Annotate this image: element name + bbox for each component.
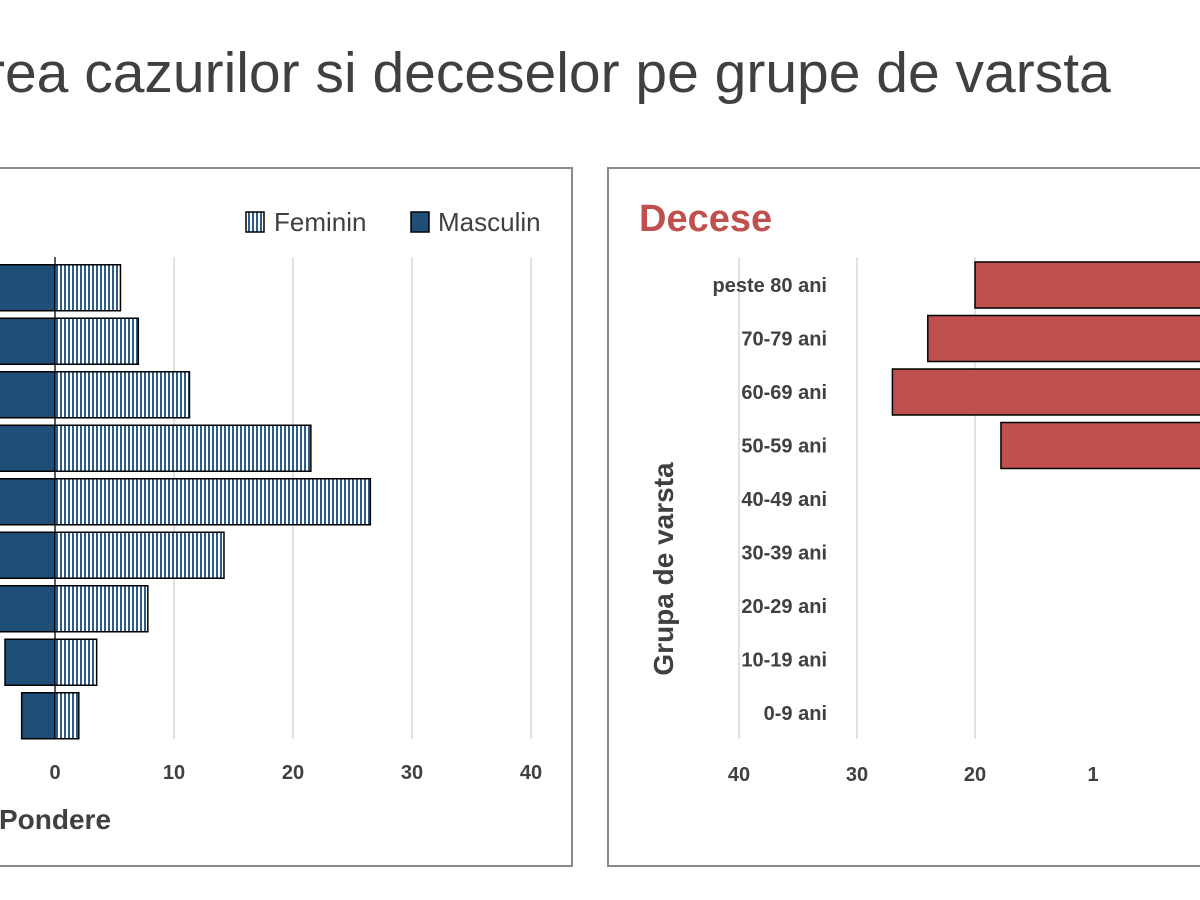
bar-feminin [54, 371, 191, 419]
bar-feminin [54, 478, 372, 526]
category-label: 30-39 ani [741, 543, 827, 565]
bar-masculin [0, 424, 56, 472]
slide-title: rea cazurilor si deceselor pe grupe de v… [0, 41, 1111, 105]
bar-masculin [0, 585, 56, 633]
deaths-chart-panel: Decese peste 80 ani 70-79 ani 60-69 ani 50-… [607, 167, 1200, 867]
x-tick-label: 40 [728, 764, 750, 786]
legend-swatch-feminin [245, 211, 265, 233]
bar-masculin [0, 531, 56, 579]
category-label: peste 80 ani [712, 275, 827, 297]
category-label: 0-9 ani [764, 703, 827, 725]
category-label: 10-19 ani [741, 650, 827, 672]
x-axis-title: Pondere [0, 804, 111, 835]
legend: Feminin Masculin [245, 207, 541, 237]
bar-feminin [54, 264, 122, 312]
legend-swatch-masculin [410, 211, 430, 233]
bar-feminin [54, 638, 98, 686]
bar-masculin [0, 264, 56, 312]
x-tick-label: 20 [282, 762, 304, 784]
bar-masculin [20, 692, 56, 740]
x-tick-label: 30 [401, 762, 423, 784]
chart-title: Decese [639, 198, 772, 240]
bar-deaths [891, 368, 1200, 416]
bar-deaths [974, 261, 1200, 309]
x-tick-label: 0 [49, 762, 60, 784]
legend-label-feminin: Feminin [274, 207, 366, 237]
bar-feminin [54, 424, 312, 472]
legend-label-masculin: Masculin [438, 207, 541, 237]
category-label: 20-29 ani [741, 596, 827, 618]
y-axis-title: Grupa de varsta [648, 462, 679, 676]
category-label: 40-49 ani [741, 489, 827, 511]
category-label: 60-69 ani [741, 382, 827, 404]
category-label: 50-59 ani [741, 436, 827, 458]
x-tick-label: 1 [1087, 764, 1098, 786]
bar-masculin [0, 478, 56, 526]
bar-feminin [54, 317, 140, 365]
x-tick-label: 20 [964, 764, 986, 786]
bar-deaths [927, 314, 1200, 363]
deaths-chart: Decese peste 80 ani 70-79 ani 60-69 ani 50-… [639, 198, 1200, 786]
bar-masculin [0, 317, 56, 365]
bar-feminin [54, 585, 149, 633]
bar-masculin [0, 371, 56, 419]
bar-feminin [54, 531, 225, 579]
bar-feminin [54, 692, 80, 740]
bar-masculin [4, 638, 56, 686]
category-label: 70-79 ani [741, 329, 827, 351]
x-tick-label: 30 [846, 764, 868, 786]
x-tick-label: 40 [520, 762, 542, 784]
cases-chart: 0 10 20 30 40 Feminin Masculin Pondere [0, 207, 542, 835]
cases-chart-panel: 0 10 20 30 40 Feminin Masculin Pondere [0, 167, 573, 867]
bar-deaths [1000, 421, 1200, 470]
x-tick-label: 10 [163, 762, 185, 784]
